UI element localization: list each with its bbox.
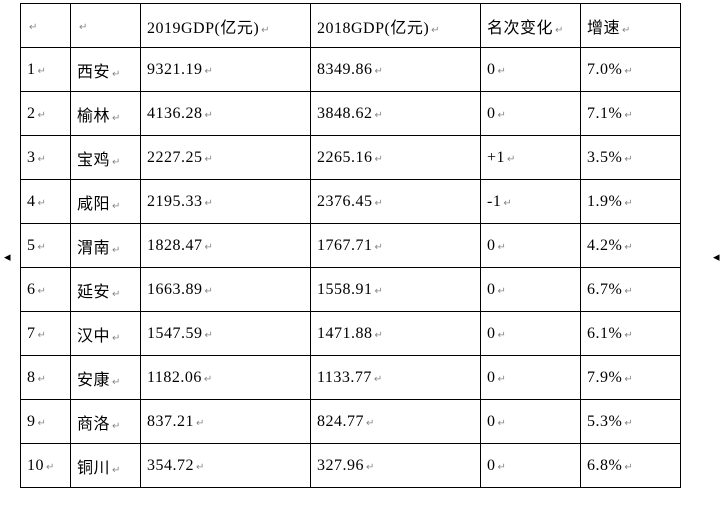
table-row: 6↵延安↵1663.89↵1558.91↵0↵6.7%↵	[21, 268, 681, 312]
cell-city: 铜川↵	[71, 444, 141, 488]
cell-gdp2019: 2227.25↵	[141, 136, 311, 180]
cell-rankchange: 0↵	[481, 92, 581, 136]
table-header-row: ↵ ↵ 2019GDP(亿元)↵ 2018GDP(亿元)↵ 名次变化↵ 增速↵	[21, 4, 681, 48]
cell-gdp2018: 824.77↵	[311, 400, 481, 444]
col-header-growth: 增速↵	[581, 4, 681, 48]
cell-rank: 6↵	[21, 268, 71, 312]
cell-growth: 4.2%↵	[581, 224, 681, 268]
cell-growth: 6.1%↵	[581, 312, 681, 356]
cell-rankchange: +1↵	[481, 136, 581, 180]
table-row: 7↵汉中↵1547.59↵1471.88↵0↵6.1%↵	[21, 312, 681, 356]
cell-gdp2018: 8349.86↵	[311, 48, 481, 92]
cell-growth: 5.3%↵	[581, 400, 681, 444]
table-row: 2↵榆林↵4136.28↵3848.62↵0↵7.1%↵	[21, 92, 681, 136]
table-edge-handle-right[interactable]: ◂	[713, 250, 719, 263]
cell-rankchange: 0↵	[481, 312, 581, 356]
cell-rank: 7↵	[21, 312, 71, 356]
cell-gdp2018: 1558.91↵	[311, 268, 481, 312]
page: ◂ ◂ ↵ ↵ 2019GDP(亿元)↵ 2018GDP(亿元)↵ 名次变化↵ …	[0, 0, 721, 513]
cell-growth: 1.9%↵	[581, 180, 681, 224]
gdp-table: ↵ ↵ 2019GDP(亿元)↵ 2018GDP(亿元)↵ 名次变化↵ 增速↵ …	[20, 3, 681, 488]
cell-gdp2019: 837.21↵	[141, 400, 311, 444]
table-row: 8↵安康↵1182.06↵1133.77↵0↵7.9%↵	[21, 356, 681, 400]
cell-rankchange: 0↵	[481, 268, 581, 312]
table-row: 5↵渭南↵1828.47↵1767.71↵0↵4.2%↵	[21, 224, 681, 268]
table-row: 9↵商洛↵837.21↵824.77↵0↵5.3%↵	[21, 400, 681, 444]
table-row: 1↵西安↵9321.19↵8349.86↵0↵7.0%↵	[21, 48, 681, 92]
cell-gdp2019: 1182.06↵	[141, 356, 311, 400]
cell-rank: 5↵	[21, 224, 71, 268]
col-header-gdp2019: 2019GDP(亿元)↵	[141, 4, 311, 48]
col-header-rank: ↵	[21, 4, 71, 48]
cell-gdp2018: 2265.16↵	[311, 136, 481, 180]
cell-rank: 3↵	[21, 136, 71, 180]
cell-city: 宝鸡↵	[71, 136, 141, 180]
cell-gdp2018: 1133.77↵	[311, 356, 481, 400]
col-header-city: ↵	[71, 4, 141, 48]
cell-gdp2018: 327.96↵	[311, 444, 481, 488]
cell-gdp2018: 3848.62↵	[311, 92, 481, 136]
cell-growth: 7.1%↵	[581, 92, 681, 136]
table-row: 4↵咸阳↵2195.33↵2376.45↵-1↵1.9%↵	[21, 180, 681, 224]
cell-rankchange: 0↵	[481, 356, 581, 400]
cell-gdp2018: 2376.45↵	[311, 180, 481, 224]
cell-gdp2018: 1471.88↵	[311, 312, 481, 356]
table-row: 10↵铜川↵354.72↵327.96↵0↵6.8%↵	[21, 444, 681, 488]
cell-rank: 2↵	[21, 92, 71, 136]
cell-city: 商洛↵	[71, 400, 141, 444]
cell-gdp2019: 9321.19↵	[141, 48, 311, 92]
cell-rank: 8↵	[21, 356, 71, 400]
cell-rank: 10↵	[21, 444, 71, 488]
cell-rank: 1↵	[21, 48, 71, 92]
cell-gdp2019: 354.72↵	[141, 444, 311, 488]
cell-rankchange: -1↵	[481, 180, 581, 224]
cell-growth: 6.8%↵	[581, 444, 681, 488]
cell-growth: 6.7%↵	[581, 268, 681, 312]
cell-rank: 4↵	[21, 180, 71, 224]
col-header-rankchange: 名次变化↵	[481, 4, 581, 48]
cell-city: 咸阳↵	[71, 180, 141, 224]
cell-gdp2019: 4136.28↵	[141, 92, 311, 136]
cell-rankchange: 0↵	[481, 444, 581, 488]
col-header-gdp2018: 2018GDP(亿元)↵	[311, 4, 481, 48]
cell-rankchange: 0↵	[481, 400, 581, 444]
cell-gdp2019: 1547.59↵	[141, 312, 311, 356]
cell-city: 安康↵	[71, 356, 141, 400]
cell-city: 汉中↵	[71, 312, 141, 356]
cell-city: 西安↵	[71, 48, 141, 92]
cell-growth: 7.0%↵	[581, 48, 681, 92]
table-edge-handle-left[interactable]: ◂	[4, 250, 10, 263]
table-row: 3↵宝鸡↵2227.25↵2265.16↵+1↵3.5%↵	[21, 136, 681, 180]
cell-rankchange: 0↵	[481, 48, 581, 92]
cell-gdp2019: 1663.89↵	[141, 268, 311, 312]
cell-rankchange: 0↵	[481, 224, 581, 268]
cell-rank: 9↵	[21, 400, 71, 444]
cell-city: 榆林↵	[71, 92, 141, 136]
cell-city: 渭南↵	[71, 224, 141, 268]
cell-growth: 3.5%↵	[581, 136, 681, 180]
cell-city: 延安↵	[71, 268, 141, 312]
cell-gdp2019: 1828.47↵	[141, 224, 311, 268]
cell-gdp2019: 2195.33↵	[141, 180, 311, 224]
table-body: 1↵西安↵9321.19↵8349.86↵0↵7.0%↵2↵榆林↵4136.28…	[21, 48, 681, 488]
cell-growth: 7.9%↵	[581, 356, 681, 400]
cell-gdp2018: 1767.71↵	[311, 224, 481, 268]
